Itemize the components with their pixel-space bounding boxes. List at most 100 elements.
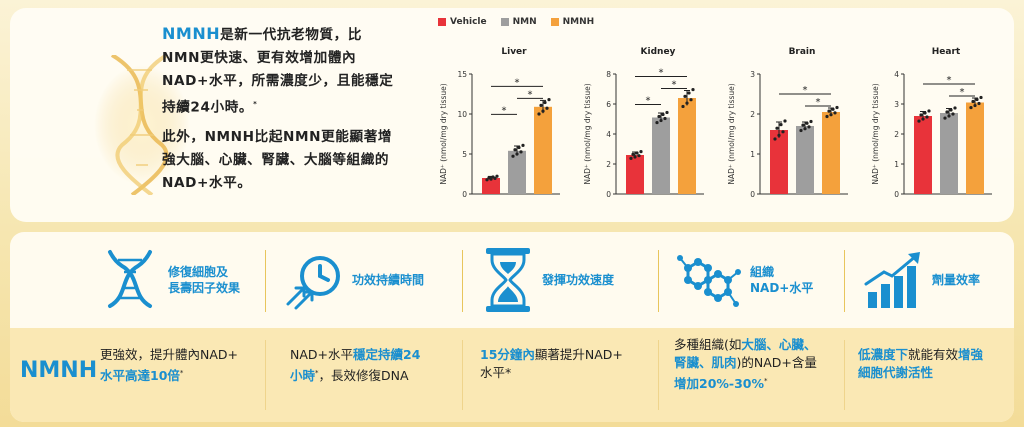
cell-highlight: 穩定持續24 — [353, 347, 421, 362]
data-point — [685, 101, 689, 105]
data-point — [805, 121, 809, 125]
divider — [462, 250, 463, 312]
molecule-icon — [677, 255, 741, 307]
clock-arrows-icon — [286, 256, 340, 310]
data-point — [945, 110, 949, 114]
data-point — [495, 174, 499, 178]
data-point — [783, 119, 787, 123]
data-point — [683, 94, 687, 98]
cell-text: 水平* — [480, 365, 512, 380]
data-point — [491, 175, 495, 179]
bar-nmn — [652, 117, 670, 194]
intro-line: 持續24小時。 — [162, 99, 254, 116]
cell-highlight: 增強 — [958, 347, 984, 362]
y-tick-label: 5 — [462, 150, 467, 159]
legend-swatch — [438, 18, 446, 26]
data-point — [831, 107, 835, 111]
chart-title: Brain — [789, 47, 816, 57]
y-tick-label: 2 — [606, 160, 611, 169]
intro-line: NMN更快速、更有效增加體內 — [162, 50, 357, 66]
data-point — [539, 103, 543, 107]
y-tick-label: 4 — [606, 130, 611, 139]
data-point — [803, 127, 807, 131]
y-tick-label: 6 — [606, 100, 611, 109]
chart-title: Kidney — [641, 47, 676, 57]
y-axis-label: NAD⁺ (nmol/mg dry tissue) — [439, 83, 448, 184]
data-point — [689, 98, 693, 102]
data-point — [639, 150, 643, 154]
cell-highlight: 腎臟、肌肉 — [674, 355, 737, 370]
comparison-row: NMNH 更強效，提升體內NAD+ 水平高達10倍* NAD+水平穩定持續24 … — [10, 328, 1014, 422]
significance-mark: * — [960, 87, 965, 98]
feature-label: 長壽因子效果 — [168, 281, 241, 295]
legend-label: NMN — [512, 17, 537, 27]
bar-vehicle — [482, 178, 500, 194]
cell-text: ，長效修復DNA — [318, 368, 409, 384]
bar-nmn — [508, 150, 526, 194]
y-tick-label: 1 — [894, 160, 899, 169]
data-point — [687, 91, 691, 95]
data-point — [637, 154, 641, 158]
divider — [265, 250, 266, 312]
significance-mark: * — [646, 96, 651, 107]
data-point — [943, 116, 947, 120]
data-point — [657, 114, 661, 119]
bar-nmnh — [966, 102, 984, 194]
data-point — [663, 116, 667, 121]
cell-repair: 更強效，提升體內NAD+ 水平高達10倍* — [100, 346, 238, 385]
data-point — [517, 145, 521, 150]
data-point — [953, 106, 957, 110]
data-point — [973, 103, 977, 108]
bar-vehicle — [914, 116, 932, 194]
data-point — [659, 118, 663, 123]
data-point — [541, 109, 545, 113]
cell-highlight: 大腦、心臟、 — [741, 337, 817, 352]
y-tick-label: 4 — [894, 70, 899, 79]
heart-chart: Heart NAD⁺ (nmol/mg dry tissue) 0 1 2 3 4 * * — [871, 47, 992, 199]
footnote-mark: * — [764, 377, 768, 385]
feature-dosage: 劑量效率 — [862, 232, 980, 328]
golden-dna-illustration — [94, 55, 190, 195]
data-point — [543, 100, 547, 105]
data-point — [655, 120, 659, 125]
data-point — [547, 98, 551, 102]
cell-highlight: 增加20%-30% — [674, 376, 765, 392]
y-tick-label: 0 — [750, 190, 755, 199]
intro-line: NAD+水平，所需濃度少，且能穩定 — [162, 73, 394, 89]
divider — [844, 250, 845, 312]
data-point — [799, 128, 803, 133]
divider — [844, 340, 845, 410]
cell-highlight: 小時 — [290, 368, 316, 384]
data-point — [947, 114, 951, 118]
intro-text: NMNH是新一代抗老物質，比 NMN更快速、更有效增加體內 NAD+水平，所需濃… — [162, 22, 432, 195]
footnote-mark: * — [179, 369, 184, 377]
legend-label: NMNH — [562, 17, 595, 27]
data-point — [827, 109, 831, 113]
divider — [462, 340, 463, 410]
cell-tissue: 多種組織(如大腦、心臟、 腎臟、肌肉)的NAD+含量 增加20%-30%* — [674, 336, 817, 393]
data-point — [485, 178, 489, 182]
bar-nmnh — [678, 98, 696, 194]
cell-dosage: 低濃度下就能有效增強 細胞代謝活性 — [858, 346, 983, 382]
data-point — [775, 126, 779, 130]
data-point — [513, 148, 517, 152]
y-tick-label: 3 — [750, 70, 755, 79]
cell-text: 多種組織(如 — [674, 337, 742, 352]
y-tick-label: 2 — [894, 130, 899, 139]
significance-mark: * — [947, 75, 952, 86]
divider — [265, 340, 266, 410]
data-point — [807, 125, 811, 129]
footnote-mark: * — [315, 369, 319, 377]
feature-label: 功效持續時間 — [352, 273, 425, 287]
y-tick-label: 0 — [606, 190, 611, 199]
data-point — [537, 112, 541, 116]
data-point — [545, 106, 549, 110]
footnote-mark: * — [253, 100, 258, 108]
y-axis-label: NAD⁺ (nmol/mg dry tissue) — [727, 83, 736, 184]
intro-line: 是新一代抗老物質，比 — [220, 27, 363, 43]
data-point — [661, 112, 665, 117]
cell-text: 更強效，提升體內NAD+ — [100, 347, 239, 362]
data-point — [975, 97, 979, 102]
cell-speed: 15分鐘內顯著提升NAD+ 水平* — [480, 346, 623, 382]
data-point — [979, 95, 983, 100]
